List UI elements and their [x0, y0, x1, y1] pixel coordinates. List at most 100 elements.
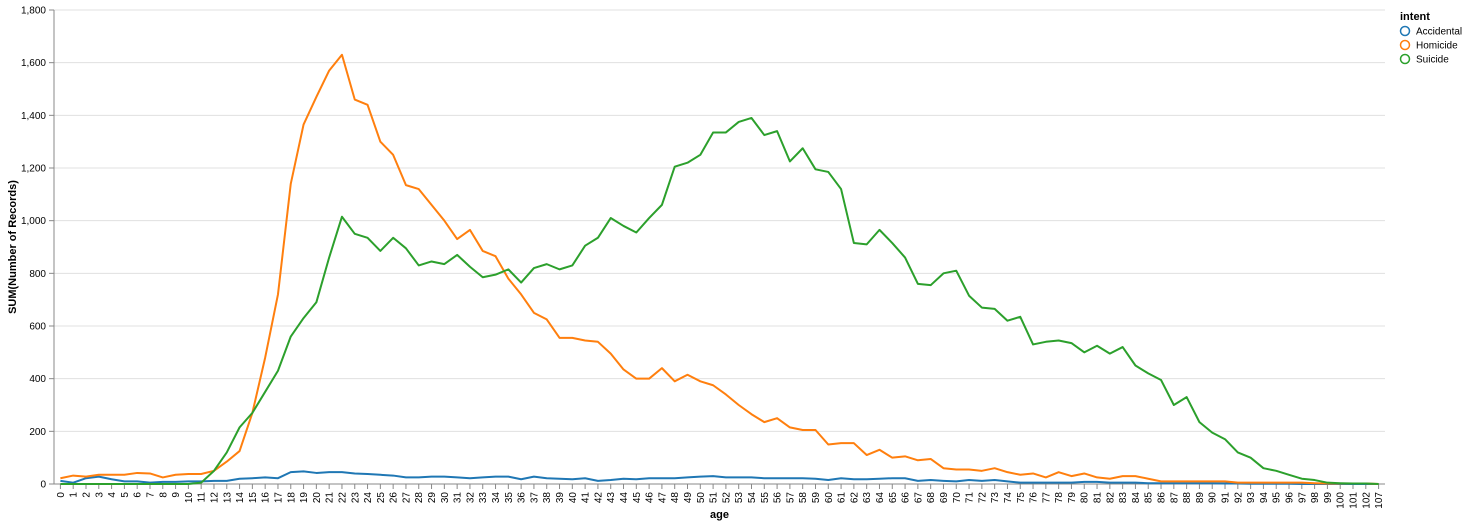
- x-tick-label: 64: [875, 492, 886, 504]
- x-tick-label: 47: [657, 492, 668, 504]
- x-tick-label: 26: [389, 492, 400, 504]
- x-tick-label: 38: [542, 492, 553, 504]
- x-tick-label: 68: [926, 492, 937, 504]
- legend-label-suicide[interactable]: Suicide: [1416, 55, 1449, 66]
- x-tick-label: 49: [683, 492, 694, 504]
- x-tick-label: 42: [593, 492, 604, 504]
- x-tick-label: 79: [1067, 492, 1078, 504]
- x-tick-label: 81: [1093, 492, 1104, 504]
- legend-label-homicide[interactable]: Homicide: [1416, 41, 1458, 52]
- x-tick-label: 13: [222, 492, 233, 504]
- x-tick-label: 45: [632, 492, 643, 504]
- y-tick-label: 1,600: [21, 58, 46, 69]
- x-tick-label: 27: [401, 492, 412, 504]
- x-tick-label: 84: [1131, 492, 1142, 504]
- legend-title: intent: [1400, 11, 1430, 23]
- x-tick-label: 40: [568, 492, 579, 504]
- x-tick-label: 16: [261, 492, 272, 504]
- series-line-accidental[interactable]: [60, 470, 1379, 485]
- x-tick-label: 19: [299, 492, 310, 504]
- x-tick-label: 65: [888, 492, 899, 504]
- series-line-homicide[interactable]: [60, 53, 1379, 485]
- x-tick-label: 23: [350, 492, 361, 504]
- legend-symbol-suicide[interactable]: [1399, 53, 1411, 65]
- x-tick-label: 59: [811, 492, 822, 504]
- x-tick-label: 1: [69, 492, 80, 498]
- x-tick-label: 5: [120, 492, 131, 498]
- x-tick-label: 44: [619, 492, 630, 504]
- x-tick-label: 28: [414, 492, 425, 504]
- x-tick-label: 35: [504, 492, 515, 504]
- x-tick-label: 32: [465, 492, 476, 504]
- legend[interactable]: intent Accidental Homicide Suicide: [1399, 11, 1462, 66]
- x-tick-label: 55: [760, 492, 771, 504]
- y-axis: 0 200 400 600 800 1,000 1,200 1,400 1,600 1,800: [21, 6, 55, 491]
- x-tick-label: 58: [798, 492, 809, 504]
- x-tick-label: 50: [696, 492, 707, 504]
- x-tick-label: 69: [939, 492, 950, 504]
- x-tick-label: 25: [376, 492, 387, 504]
- x-tick-label: 83: [1118, 492, 1129, 504]
- x-tick-label: 102: [1361, 492, 1372, 509]
- x-tick-label: 30: [440, 492, 451, 504]
- y-tick-label: 1,200: [21, 164, 46, 175]
- x-tick-label: 29: [427, 492, 438, 504]
- x-tick-label: 88: [1182, 492, 1193, 504]
- x-tick-label: 53: [734, 492, 745, 504]
- y-tick-label: 1,400: [21, 111, 46, 122]
- x-tick-label: 10: [184, 492, 195, 504]
- x-tick-label: 80: [1080, 492, 1091, 504]
- x-tick-label: 77: [1041, 492, 1052, 504]
- series-lines: [60, 53, 1379, 485]
- x-tick-label: 11: [197, 492, 208, 503]
- x-tick-label: 6: [133, 492, 144, 498]
- gridlines: [54, 9, 1385, 485]
- legend-symbol-accidental[interactable]: [1399, 25, 1411, 37]
- x-tick-label: 21: [325, 492, 336, 504]
- x-tick-label: 74: [1003, 492, 1014, 504]
- x-tick-label: 97: [1297, 492, 1308, 504]
- x-tick-label: 36: [517, 492, 528, 504]
- x-tick-label: 0: [56, 492, 67, 498]
- x-tick-label: 70: [952, 492, 963, 504]
- x-tick-label: 89: [1195, 492, 1206, 504]
- x-tick-label: 34: [491, 492, 502, 504]
- x-tick-label: 2: [81, 492, 92, 498]
- x-axis: 0 1 2 3 4 5 6 7 8 9 10 11 12 13 14 15 16 17 18 19 20 21 22 23 24…: [54, 483, 1385, 509]
- x-axis-title: age: [710, 509, 729, 521]
- y-tick-label: 200: [29, 427, 46, 438]
- x-tick-label: 87: [1169, 492, 1180, 504]
- x-tick-label: 39: [555, 492, 566, 504]
- x-tick-label: 60: [824, 492, 835, 504]
- x-tick-label: 57: [785, 492, 796, 504]
- x-tick-label: 43: [606, 492, 617, 504]
- x-tick-label: 14: [235, 492, 246, 504]
- x-tick-label: 12: [209, 492, 220, 504]
- x-tick-label: 33: [478, 492, 489, 504]
- x-tick-label: 17: [273, 492, 284, 504]
- x-tick-label: 91: [1221, 492, 1232, 504]
- x-tick-label: 37: [529, 492, 540, 504]
- x-tick-label: 46: [645, 492, 656, 504]
- x-tick-label: 31: [453, 492, 464, 504]
- x-tick-label: 8: [158, 492, 169, 498]
- x-tick-label: 3: [94, 492, 105, 498]
- x-tick-label: 73: [990, 492, 1001, 504]
- x-tick-label: 94: [1259, 492, 1270, 504]
- x-tick-label: 41: [581, 492, 592, 504]
- y-tick-label: 400: [29, 374, 46, 385]
- legend-symbol-homicide[interactable]: [1399, 39, 1411, 51]
- x-tick-label: 72: [977, 492, 988, 504]
- x-tick-label: 48: [670, 492, 681, 504]
- legend-label-accidental[interactable]: Accidental: [1416, 27, 1462, 38]
- x-tick-label: 20: [312, 492, 323, 504]
- series-line-suicide[interactable]: [60, 116, 1379, 485]
- y-axis-title: SUM(Number of Records): [7, 180, 19, 314]
- x-tick-label: 78: [1054, 492, 1065, 504]
- x-tick-label: 51: [709, 492, 720, 504]
- x-tick-label: 92: [1233, 492, 1244, 504]
- x-tick-label: 63: [862, 492, 873, 504]
- x-tick-label: 66: [901, 492, 912, 504]
- x-tick-label: 90: [1208, 492, 1219, 504]
